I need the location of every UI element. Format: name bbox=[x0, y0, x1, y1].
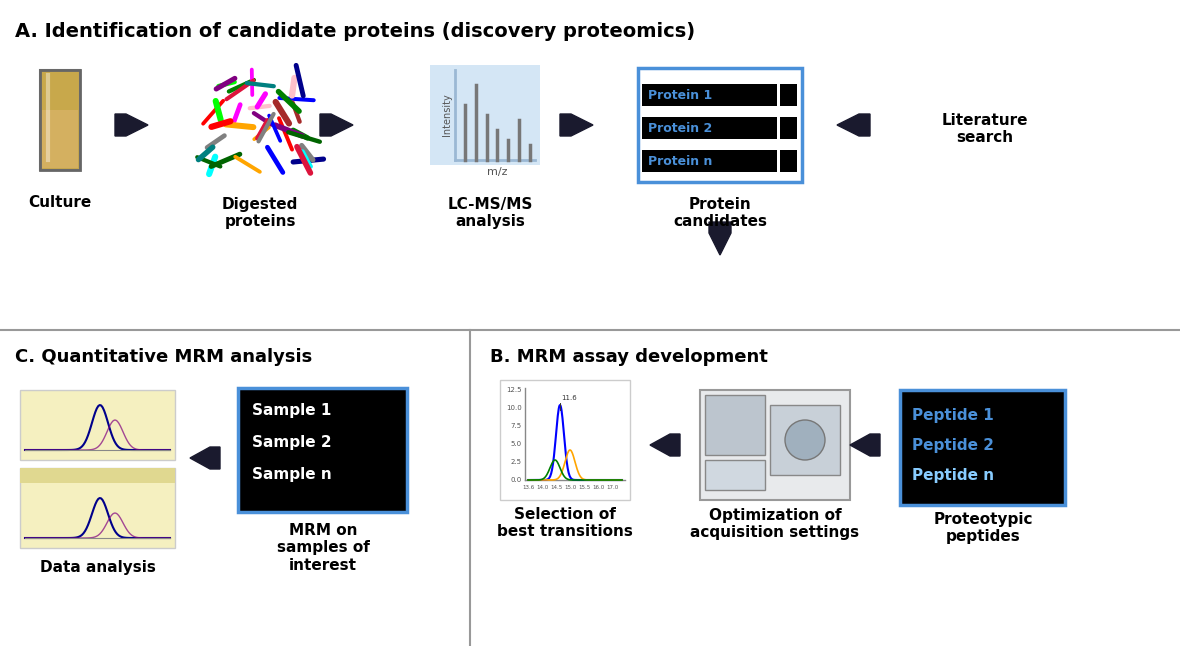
Text: Literature
search: Literature search bbox=[942, 113, 1028, 145]
Text: Sample n: Sample n bbox=[253, 466, 332, 481]
Bar bbox=[500, 380, 630, 500]
Bar bbox=[900, 390, 1066, 505]
FancyArrow shape bbox=[190, 447, 219, 469]
Text: Peptide 1: Peptide 1 bbox=[912, 408, 994, 422]
Bar bbox=[20, 468, 175, 548]
Text: C. Quantitative MRM analysis: C. Quantitative MRM analysis bbox=[15, 348, 313, 366]
FancyArrow shape bbox=[650, 434, 680, 456]
Bar bbox=[704, 460, 765, 490]
Bar bbox=[642, 84, 776, 106]
FancyArrow shape bbox=[850, 434, 880, 456]
Text: LC-MS/MS
analysis: LC-MS/MS analysis bbox=[447, 197, 532, 229]
Text: Selection of
best transitions: Selection of best transitions bbox=[497, 507, 632, 539]
Circle shape bbox=[785, 420, 825, 460]
Text: Protein
candidates: Protein candidates bbox=[673, 197, 767, 229]
Bar bbox=[771, 405, 840, 475]
Text: Peptide 2: Peptide 2 bbox=[912, 437, 994, 452]
Text: Culture: Culture bbox=[28, 195, 92, 210]
Bar bbox=[780, 150, 796, 172]
Text: Data analysis: Data analysis bbox=[40, 560, 156, 575]
Text: MRM on
samples of
interest: MRM on samples of interest bbox=[276, 523, 369, 573]
Bar bbox=[40, 70, 80, 170]
Text: 7.5: 7.5 bbox=[511, 423, 522, 429]
Text: A. Identification of candidate proteins (discovery proteomics): A. Identification of candidate proteins … bbox=[15, 22, 695, 41]
Text: 5.0: 5.0 bbox=[511, 441, 522, 447]
Text: Protein 1: Protein 1 bbox=[648, 89, 713, 101]
Bar bbox=[40, 70, 80, 170]
Bar bbox=[430, 65, 540, 165]
FancyBboxPatch shape bbox=[238, 388, 407, 512]
Text: Proteotypic
peptides: Proteotypic peptides bbox=[933, 512, 1032, 545]
Text: 15.5: 15.5 bbox=[578, 485, 590, 490]
FancyArrow shape bbox=[837, 114, 870, 136]
Text: Intensity: Intensity bbox=[442, 94, 452, 136]
Bar bbox=[20, 390, 175, 460]
Bar bbox=[20, 468, 175, 483]
Text: 13.6: 13.6 bbox=[522, 485, 535, 490]
Text: 10.0: 10.0 bbox=[506, 405, 522, 411]
Text: 15.0: 15.0 bbox=[564, 485, 576, 490]
Bar bbox=[704, 395, 765, 455]
Bar bbox=[780, 84, 796, 106]
Bar bbox=[700, 390, 850, 500]
Text: 16.0: 16.0 bbox=[592, 485, 604, 490]
Text: 17.0: 17.0 bbox=[605, 485, 618, 490]
Bar bbox=[780, 117, 796, 139]
Bar bbox=[642, 150, 776, 172]
Text: Protein n: Protein n bbox=[648, 154, 713, 167]
FancyArrow shape bbox=[709, 222, 730, 255]
Text: 14.0: 14.0 bbox=[536, 485, 549, 490]
FancyArrow shape bbox=[560, 114, 594, 136]
Text: m/z: m/z bbox=[486, 167, 507, 177]
Text: 2.5: 2.5 bbox=[511, 459, 522, 465]
Bar bbox=[642, 117, 776, 139]
Text: 14.5: 14.5 bbox=[550, 485, 562, 490]
Text: B. MRM assay development: B. MRM assay development bbox=[490, 348, 768, 366]
Text: 12.5: 12.5 bbox=[506, 387, 522, 393]
Text: Digested
proteins: Digested proteins bbox=[222, 197, 299, 229]
Text: Protein 2: Protein 2 bbox=[648, 121, 713, 134]
FancyArrow shape bbox=[320, 114, 353, 136]
FancyArrow shape bbox=[114, 114, 148, 136]
Text: 11.6: 11.6 bbox=[560, 395, 577, 401]
Text: 0.0: 0.0 bbox=[511, 477, 522, 483]
Text: Optimization of
acquisition settings: Optimization of acquisition settings bbox=[690, 508, 859, 541]
Text: Peptide n: Peptide n bbox=[912, 468, 994, 483]
FancyBboxPatch shape bbox=[638, 68, 802, 182]
Text: Sample 2: Sample 2 bbox=[253, 435, 332, 450]
Bar bbox=[42, 110, 78, 168]
Text: Sample 1: Sample 1 bbox=[253, 402, 332, 417]
